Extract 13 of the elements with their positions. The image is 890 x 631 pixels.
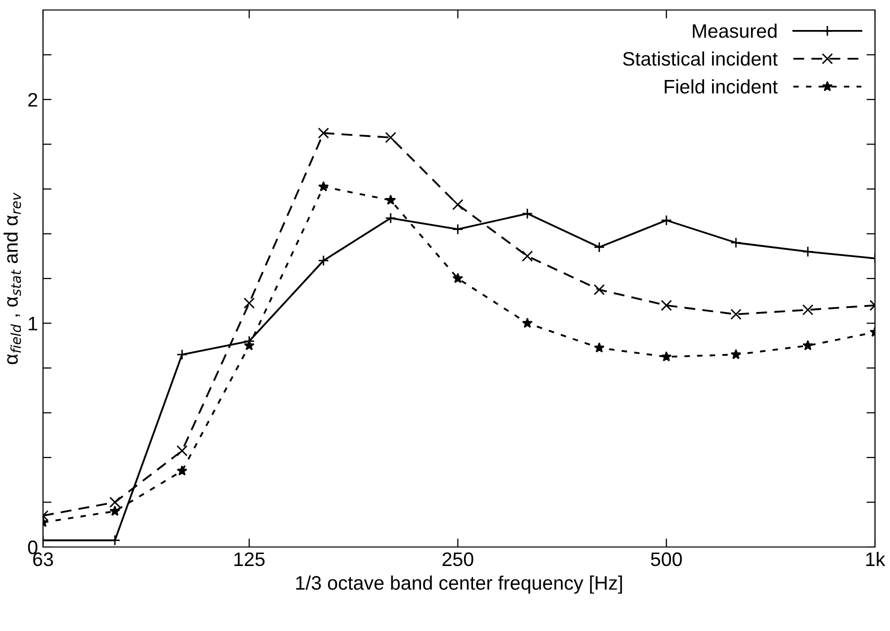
x-tick-label: 125 [234,552,265,566]
y-tick-label: 2 [28,92,38,107]
x-tick-label: 1k [866,552,886,566]
y-axis-title: α$_{field}$ , α$_{stat}$ and α$_{rev}$ [4,192,22,364]
legend-label: Statistical incident [623,51,778,66]
y-tick-label: 1 [28,316,38,330]
legend-label: Field incident [664,79,778,94]
x-tick-label: 63 [33,552,53,566]
y-tick-label: 0 [28,540,38,554]
x-tick-label: 500 [650,552,682,566]
legend-label: Measured [692,24,777,38]
x-tick-label: 250 [442,552,474,566]
x-axis-title: 1/3 octave band center frequency [Hz] [296,576,622,594]
